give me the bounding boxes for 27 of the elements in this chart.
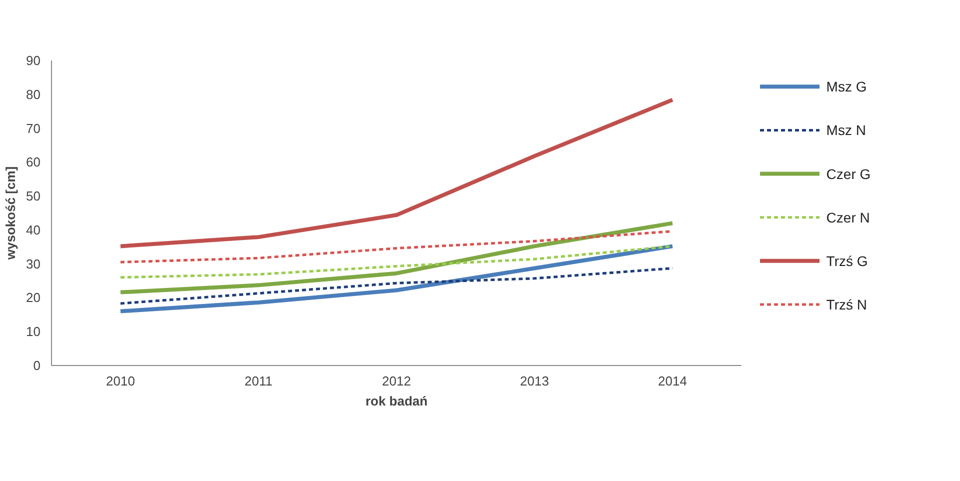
line-series (118, 98, 674, 248)
x-tick-label: 2013 (520, 374, 549, 388)
y-tick-label: 40 (26, 222, 41, 238)
x-tick-label: 2012 (382, 374, 411, 388)
line-series (118, 221, 674, 294)
x-axis-title: rok badań (365, 394, 428, 408)
legend-label: Trzś G (826, 252, 868, 269)
x-tick-label: 2014 (658, 374, 687, 388)
line-series (118, 244, 674, 314)
y-tick-label: 10 (26, 324, 41, 340)
y-tick-label: 20 (26, 290, 41, 306)
y-tick-label: 0 (33, 358, 41, 373)
y-tick-label: 90 (26, 53, 41, 68)
legend-label: Msz G (826, 78, 867, 95)
legend-label: Czer G (826, 166, 871, 182)
line-series (119, 266, 674, 305)
y-tick-label: 80 (26, 86, 41, 102)
x-tick-label: 2011 (244, 374, 272, 388)
y-axis-title: wysokość [cm] (3, 166, 18, 261)
legend-label: Czer N (826, 209, 870, 226)
x-tick-label: 2010 (106, 374, 135, 388)
y-tick-label: 30 (26, 256, 41, 272)
y-tick-label: 70 (26, 120, 41, 136)
y-tick-label: 60 (26, 154, 41, 170)
y-tick-label: 50 (26, 188, 41, 204)
legend-label: Msz N (826, 122, 866, 138)
legend-label: Trzś N (826, 296, 868, 312)
